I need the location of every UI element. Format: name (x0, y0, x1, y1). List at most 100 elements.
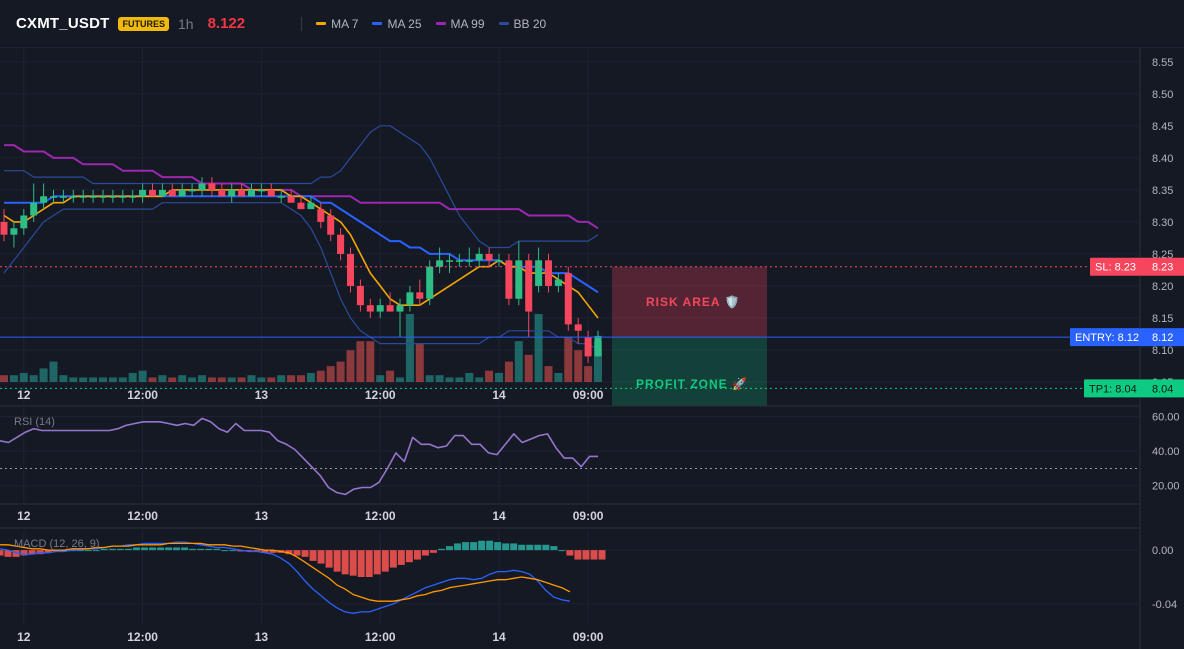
rsi-axis-tick-2: 20.00 (1152, 481, 1180, 493)
volume-bar (366, 341, 375, 382)
volume-bar (0, 375, 8, 382)
macd-histogram-bar (293, 550, 301, 556)
candle-body (218, 189, 226, 197)
macd-histogram-bar (213, 548, 221, 551)
macd-histogram-bar (301, 550, 309, 557)
candle-body (436, 260, 444, 267)
price-pane[interactable]: 8.558.508.458.408.358.308.258.208.158.10… (0, 48, 1184, 649)
price-time-label-3: 12:00 (365, 388, 396, 402)
tp-tag-label: TP1: 8.04 (1089, 383, 1137, 395)
price-axis-tick-5: 8.30 (1152, 217, 1173, 229)
macd-histogram-bar (598, 550, 606, 560)
candle-body (475, 253, 483, 261)
legend-ma99[interactable]: MA 99 (435, 17, 485, 31)
price-axis-tick-8: 8.15 (1152, 313, 1173, 325)
candle-body (267, 189, 275, 197)
macd-time-label-1: 12:00 (127, 630, 158, 644)
macd-title: MACD (12, 26, 9) (14, 538, 100, 550)
macd-histogram-bar (245, 550, 253, 552)
tp-price-tag (1140, 379, 1184, 398)
symbol-name[interactable]: CXMT_USDT (16, 15, 110, 32)
macd-time-label-5: 09:00 (573, 630, 604, 644)
macd-time-label-2: 13 (255, 630, 269, 644)
volume-bar (39, 368, 48, 382)
candle-body (238, 189, 246, 197)
macd-histogram-bar (341, 550, 349, 575)
macd-histogram-bar (421, 550, 429, 556)
volume-bar (79, 377, 88, 382)
macd-histogram-bar (526, 544, 534, 551)
macd-histogram-bar (381, 550, 389, 572)
macd-histogram-bar (494, 542, 502, 551)
candle-body (89, 196, 97, 198)
macd-histogram-bar (20, 550, 28, 556)
macd-histogram-bar (574, 550, 582, 560)
volume-bar (445, 377, 454, 382)
legend-ma25[interactable]: MA 25 (372, 17, 422, 31)
sl-price-tag (1140, 257, 1184, 276)
volume-bar (19, 372, 28, 382)
candle-body (188, 189, 196, 192)
macd-histogram-bar (157, 547, 165, 551)
candle-body (515, 260, 523, 299)
candle-body (366, 305, 374, 312)
macd-histogram-bar (237, 550, 245, 552)
candle-body (30, 202, 38, 216)
macd-histogram-bar (229, 550, 237, 552)
volume-bar (524, 354, 533, 382)
volume-bar (534, 314, 543, 382)
rsi-time-label-3: 12:00 (365, 509, 396, 523)
macd-histogram-bar (12, 550, 20, 557)
candle-body (109, 196, 117, 198)
macd-histogram-bar (132, 547, 140, 551)
volume-bar (168, 377, 177, 382)
price-time-label-0: 12 (17, 388, 31, 402)
interval-selector[interactable]: 1h (177, 15, 194, 32)
volume-bar (158, 375, 167, 382)
rsi-pane[interactable]: 60.00 40.00 20.00 RSI (14) 12 12:00 13 12:00 14 0… (0, 408, 1180, 529)
macd-pane[interactable]: 0.00 -0.04 MACD (12, 26, 9) 12 12:00 13 12:00 1… (0, 530, 1177, 644)
sl-tag-label: SL: 8.23 (1095, 262, 1136, 274)
volume-bar (326, 366, 335, 382)
volume-bar (475, 377, 484, 382)
price-axis-tick-1: 8.50 (1152, 89, 1173, 101)
macd-histogram-bar (502, 543, 510, 551)
candle-body (277, 196, 285, 198)
candle-body (139, 189, 147, 197)
volume-bar (386, 370, 395, 382)
legend-ma7[interactable]: MA 7 (316, 17, 358, 31)
volume-bar (59, 375, 68, 382)
volume-bar (435, 375, 444, 382)
candle-body (584, 337, 592, 357)
macd-line (0, 541, 571, 614)
volume-bar (9, 375, 18, 382)
entry-price-label: 8.12 (1152, 332, 1173, 344)
volume-bar (257, 377, 266, 382)
macd-histogram-bar (189, 548, 197, 551)
tp-tag (1084, 379, 1140, 398)
macd-histogram-bar (116, 548, 124, 551)
macd-histogram-bar (309, 550, 317, 561)
macd-histogram-bar (221, 550, 229, 552)
macd-histogram-bar (397, 550, 405, 565)
macd-axis-tick-1: -0.04 (1152, 599, 1177, 611)
macd-histogram-bar (140, 547, 148, 551)
legend-bb20[interactable]: BB 20 (498, 17, 546, 31)
macd-histogram-bar (462, 542, 470, 551)
macd-histogram-bar (205, 548, 213, 551)
legend-bb20-swatch (498, 22, 509, 25)
volume-bar (99, 377, 107, 382)
rsi-time-label-5: 09:00 (573, 509, 604, 523)
legend-ma99-swatch (435, 22, 446, 25)
rsi-time-label-0: 12 (17, 509, 31, 523)
macd-histogram-bar (542, 544, 550, 551)
volume-bar (514, 341, 523, 382)
macd-histogram-bar (4, 550, 12, 557)
candle-body (356, 285, 364, 306)
macd-histogram-bar (405, 550, 413, 563)
legend-ma25-swatch (372, 22, 383, 25)
candle-body (158, 189, 166, 197)
macd-histogram-bar (173, 547, 181, 551)
volume-bar (306, 372, 315, 382)
